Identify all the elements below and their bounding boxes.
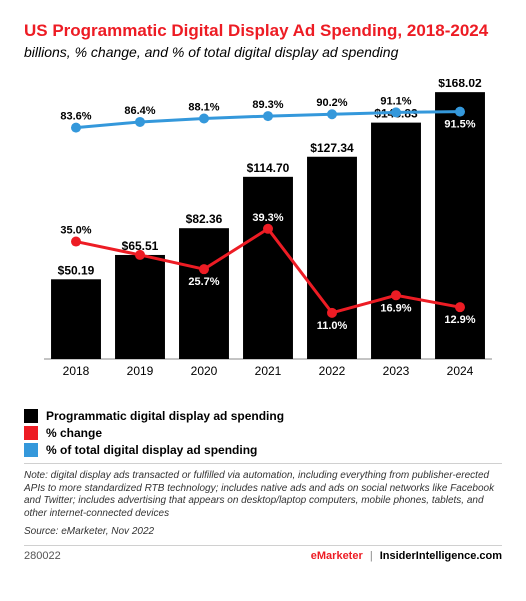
legend-label: Programmatic digital display ad spending: [46, 409, 284, 423]
footer-brands: eMarketer | InsiderIntelligence.com: [311, 550, 502, 562]
legend: Programmatic digital display ad spending…: [24, 409, 502, 457]
blue-label: 89.3%: [252, 100, 283, 112]
chart-subtitle: billions, % change, and % of total digit…: [24, 43, 502, 61]
legend-swatch: [24, 409, 38, 423]
blue-label: 83.6%: [60, 111, 91, 123]
x-tick-label: 2020: [191, 364, 218, 378]
blue-label: 86.4%: [124, 105, 155, 117]
legend-swatch: [24, 443, 38, 457]
legend-item: Programmatic digital display ad spending: [24, 409, 502, 423]
blue-marker: [327, 110, 337, 120]
divider-bottom: [24, 545, 502, 546]
red-label: 25.7%: [188, 277, 219, 289]
blue-marker: [455, 107, 465, 117]
chart-title: US Programmatic Digital Display Ad Spend…: [24, 20, 502, 41]
brand-emarketer: eMarketer: [311, 550, 363, 562]
legend-swatch: [24, 426, 38, 440]
x-tick-label: 2022: [319, 364, 346, 378]
red-label: 12.9%: [444, 315, 475, 327]
chart-id: 280022: [24, 550, 61, 562]
legend-label: % change: [46, 426, 102, 440]
divider-top: [24, 463, 502, 464]
bar: [179, 229, 229, 360]
red-label: 39.3%: [252, 212, 283, 224]
bar-value-label: $50.19: [58, 264, 95, 278]
bar: [51, 280, 101, 360]
red-label: 35.0%: [60, 225, 91, 237]
red-marker: [455, 303, 465, 313]
red-marker: [391, 291, 401, 301]
legend-label: % of total digital display ad spending: [46, 443, 257, 457]
bar-value-label: $168.02: [438, 79, 482, 90]
blue-marker: [135, 117, 145, 127]
bar-value-label: $114.70: [247, 161, 290, 175]
red-marker: [327, 308, 337, 318]
red-marker: [135, 250, 145, 260]
bar-value-label: $127.34: [310, 141, 354, 155]
bar: [371, 123, 421, 359]
red-label: 30.5%: [124, 262, 155, 274]
x-tick-label: 2018: [63, 364, 90, 378]
red-marker: [263, 224, 273, 234]
x-tick-label: 2021: [255, 364, 282, 378]
brand-sep: |: [370, 550, 373, 562]
red-label: 11.0%: [317, 320, 348, 332]
red-label: 16.9%: [380, 303, 411, 315]
blue-marker: [71, 123, 81, 133]
red-marker: [71, 237, 81, 247]
red-marker: [199, 265, 209, 275]
bar-value-label: $82.36: [186, 213, 223, 227]
chart-source: Source: eMarketer, Nov 2022: [24, 526, 502, 539]
footer: 280022 eMarketer | InsiderIntelligence.c…: [24, 550, 502, 562]
blue-label: 91.5%: [444, 119, 475, 131]
blue-label: 91.1%: [380, 96, 411, 108]
x-tick-label: 2019: [127, 364, 154, 378]
blue-label: 90.2%: [316, 98, 347, 110]
brand-insider: InsiderIntelligence.com: [380, 550, 502, 562]
bar: [243, 177, 293, 359]
blue-marker: [391, 108, 401, 118]
chart-svg: $50.19$65.51$82.36$114.70$127.34$148.83$…: [24, 79, 502, 399]
chart-card: US Programmatic Digital Display Ad Spend…: [0, 0, 526, 601]
legend-item: % of total digital display ad spending: [24, 443, 502, 457]
legend-item: % change: [24, 426, 502, 440]
x-tick-label: 2024: [447, 364, 474, 378]
blue-label: 88.1%: [188, 102, 219, 114]
chart-area: $50.19$65.51$82.36$114.70$127.34$148.83$…: [24, 79, 502, 399]
x-tick-label: 2023: [383, 364, 410, 378]
chart-note: Note: digital display ads transacted or …: [24, 470, 502, 520]
blue-marker: [263, 112, 273, 122]
blue-marker: [199, 114, 209, 124]
